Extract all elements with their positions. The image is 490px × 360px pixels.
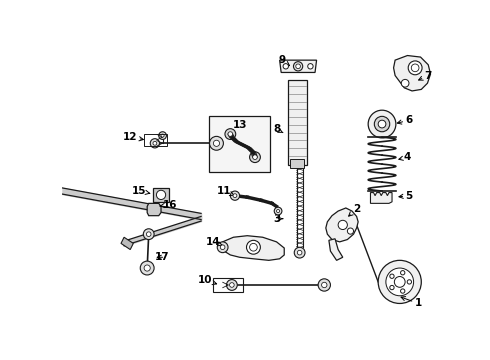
Circle shape [156, 190, 166, 199]
Text: 4: 4 [399, 152, 411, 162]
Circle shape [140, 261, 154, 275]
Circle shape [411, 64, 419, 72]
Polygon shape [222, 236, 284, 260]
Circle shape [249, 152, 260, 163]
Text: 2: 2 [349, 204, 360, 216]
Text: 16: 16 [160, 200, 177, 210]
Circle shape [394, 276, 405, 287]
Circle shape [246, 240, 260, 254]
Circle shape [226, 280, 237, 291]
Circle shape [274, 207, 282, 215]
Circle shape [390, 285, 394, 290]
Polygon shape [326, 208, 358, 242]
Circle shape [318, 279, 330, 291]
Circle shape [321, 282, 327, 288]
Circle shape [217, 242, 228, 253]
Text: 15: 15 [132, 186, 150, 196]
Circle shape [408, 61, 422, 75]
Circle shape [401, 80, 409, 87]
Circle shape [153, 141, 157, 145]
Polygon shape [329, 239, 343, 260]
Circle shape [210, 136, 223, 150]
Bar [209, 116, 270, 172]
Circle shape [296, 64, 300, 69]
Circle shape [147, 232, 151, 237]
Text: 13: 13 [232, 120, 247, 130]
Text: 12: 12 [123, 132, 144, 142]
Text: 5: 5 [399, 191, 413, 201]
Polygon shape [280, 60, 317, 72]
Circle shape [374, 116, 390, 132]
Circle shape [407, 280, 412, 284]
Circle shape [229, 283, 234, 287]
Text: 11: 11 [217, 186, 234, 196]
Circle shape [347, 228, 354, 234]
Circle shape [213, 140, 220, 147]
Circle shape [230, 191, 240, 200]
Circle shape [308, 64, 313, 69]
Polygon shape [370, 193, 392, 203]
Circle shape [400, 289, 405, 293]
Text: 3: 3 [273, 214, 283, 224]
Circle shape [228, 132, 233, 136]
Text: 8: 8 [273, 125, 283, 134]
Polygon shape [147, 203, 161, 216]
Circle shape [144, 265, 150, 271]
Bar [214, 278, 243, 292]
Polygon shape [121, 237, 133, 249]
Bar [153, 188, 169, 202]
Circle shape [297, 250, 302, 255]
Bar [288, 80, 307, 165]
Text: 17: 17 [155, 252, 170, 262]
Polygon shape [393, 55, 431, 91]
Bar [144, 134, 167, 147]
Circle shape [283, 64, 289, 69]
Circle shape [386, 268, 414, 296]
Circle shape [144, 229, 154, 239]
Bar [291, 159, 304, 168]
Text: 7: 7 [418, 71, 432, 81]
Text: 6: 6 [397, 115, 413, 125]
Circle shape [294, 247, 305, 258]
Circle shape [161, 134, 164, 137]
Circle shape [400, 271, 405, 275]
Circle shape [225, 129, 236, 139]
Circle shape [249, 243, 257, 251]
Text: 10: 10 [197, 275, 217, 285]
Circle shape [276, 210, 280, 213]
Circle shape [253, 155, 257, 159]
Circle shape [390, 274, 394, 278]
Text: 1: 1 [401, 297, 422, 309]
Circle shape [220, 245, 225, 249]
Circle shape [233, 194, 237, 198]
Text: 9: 9 [278, 55, 290, 66]
Circle shape [338, 220, 347, 230]
Circle shape [368, 110, 396, 138]
Circle shape [294, 62, 303, 71]
Circle shape [159, 132, 167, 139]
Text: 14: 14 [205, 237, 223, 247]
Circle shape [378, 260, 421, 303]
Circle shape [150, 139, 160, 148]
Circle shape [378, 120, 386, 128]
